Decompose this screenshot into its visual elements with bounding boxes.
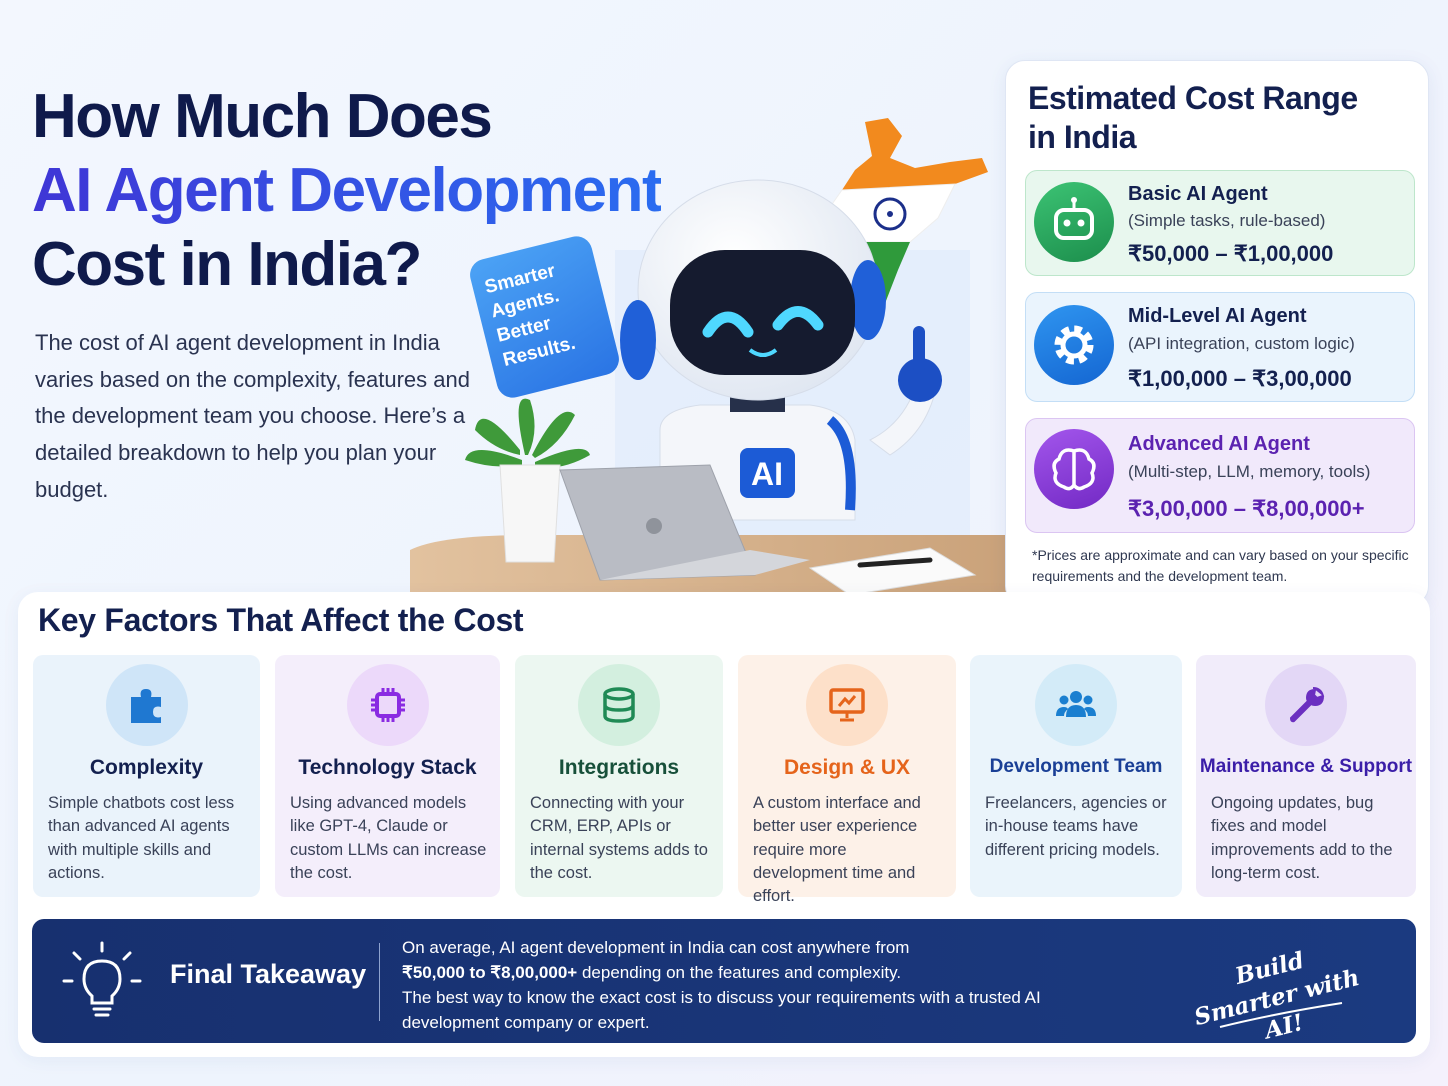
factor-card: Technology Stack Using advanced models l… — [275, 655, 500, 897]
wrench-icon — [1289, 687, 1325, 723]
tier-price: ₹3,00,000 – ₹8,00,000+ — [1128, 496, 1365, 521]
notebook — [808, 547, 977, 595]
plant — [465, 398, 590, 563]
takeaway-text: On average, AI agent development in Indi… — [402, 935, 1082, 1035]
slogan-underline — [1219, 1002, 1343, 1028]
robot-badge: AI — [751, 456, 783, 492]
slogan: Build Smarter with AI! — [1191, 946, 1363, 1045]
factor-text: Simple chatbots cost less than advanced … — [48, 794, 235, 882]
factor-title: Maintenance & Support — [1199, 756, 1413, 777]
tier-icon — [1034, 182, 1114, 262]
robot-illustration: AI — [410, 118, 1010, 595]
monitor-icon — [829, 688, 865, 722]
factor-card: Maintenance & Support Ongoing updates, b… — [1196, 655, 1416, 897]
takeaway-highlight: ₹50,000 to ₹8,00,000+ — [402, 963, 578, 982]
title-line: Cost in India? — [32, 230, 422, 299]
section-title: Key Factors That Affect the Cost — [38, 602, 524, 638]
factor-card: Integrations Connecting with your CRM, E… — [515, 655, 723, 897]
laptop — [559, 464, 810, 581]
tier-card: Mid-Level AI Agent (API integration, cus… — [1025, 292, 1415, 402]
factor-title: Complexity — [89, 756, 204, 779]
tier-name: Advanced AI Agent — [1128, 433, 1310, 455]
team-icon — [1056, 691, 1096, 717]
factor-icon — [806, 664, 888, 746]
title-line: How Much Does — [32, 82, 493, 151]
factor-title: Technology Stack — [298, 756, 477, 779]
factor-icon — [105, 664, 188, 746]
tier-icon — [1034, 429, 1114, 509]
factor-text: A custom interface and better user exper… — [753, 794, 921, 906]
tier-name: Basic AI Agent — [1128, 183, 1268, 205]
factors-section: Key Factors That Affect the Cost Complex… — [18, 592, 1430, 1057]
brain-icon — [1052, 448, 1096, 491]
pen — [857, 557, 933, 568]
puzzle-icon — [130, 689, 161, 723]
takeaway-bar: Final Takeaway On average, AI agent deve… — [32, 919, 1416, 1044]
tier-name: Mid-Level AI Agent — [1128, 305, 1307, 327]
bulb-icon — [62, 941, 142, 1017]
chip-icon — [370, 688, 405, 722]
takeaway-line: On average, AI agent development in Indi… — [402, 938, 910, 957]
factor-card: Complexity Simple chatbots cost less tha… — [33, 655, 260, 897]
factor-icon — [346, 664, 429, 746]
tier-card: Basic AI Agent (Simple tasks, rule-based… — [1025, 170, 1415, 276]
intro-text: The cost of AI agent development in Indi… — [35, 330, 470, 502]
factor-icon — [1035, 664, 1117, 746]
factor-title: Development Team — [989, 756, 1163, 777]
price-note: *Prices are approximate and can vary bas… — [1032, 547, 1409, 584]
factor-text: Connecting with your CRM, ERP, APIs or i… — [530, 794, 708, 882]
tier-desc: (Multi-step, LLM, memory, tools) — [1128, 462, 1371, 481]
tier-icon — [1034, 305, 1114, 385]
factor-text: Using advanced models like GPT-4, Claude… — [290, 794, 487, 882]
tier-desc: (Simple tasks, rule-based) — [1128, 211, 1326, 230]
tier-card: Advanced AI Agent (Multi-step, LLM, memo… — [1025, 418, 1415, 533]
takeaway-title: Final Takeaway — [170, 959, 367, 989]
factor-card: Design & UX A custom interface and bette… — [738, 655, 956, 905]
takeaway-line: depending on the features and complexity… — [581, 963, 902, 982]
takeaway-line: The best way to know the exact cost is t… — [402, 988, 1041, 1032]
factor-icon — [578, 664, 660, 746]
tier-desc: (API integration, custom logic) — [1128, 334, 1355, 353]
factor-text: Freelancers, agencies or in-house teams … — [985, 794, 1167, 859]
robot: AI — [620, 179, 942, 521]
factor-title: Design & UX — [783, 756, 911, 779]
panel-title: Estimated Cost Range in India — [1028, 80, 1358, 155]
factor-text: Ongoing updates, bug fixes and model imp… — [1211, 794, 1393, 882]
tier-price: ₹1,00,000 – ₹3,00,000 — [1128, 366, 1352, 391]
factor-title: Integrations — [558, 756, 680, 779]
factor-icon — [1265, 664, 1347, 746]
database-icon — [603, 687, 635, 723]
bot-icon — [1054, 197, 1094, 240]
bubble-text: Smarter Agents. Better Results. — [482, 260, 578, 371]
tier-price: ₹50,000 – ₹1,00,000 — [1128, 241, 1334, 266]
factor-card: Development Team Freelancers, agencies o… — [970, 655, 1182, 897]
separator — [379, 943, 380, 1021]
cost-panel: Estimated Cost Range in India Basic AI A… — [1005, 60, 1429, 606]
gear-icon — [1054, 325, 1094, 365]
title-line-highlight: AI Agent Development — [32, 154, 663, 228]
main-title: How Much Does AI Agent Development Cost … — [32, 80, 663, 302]
